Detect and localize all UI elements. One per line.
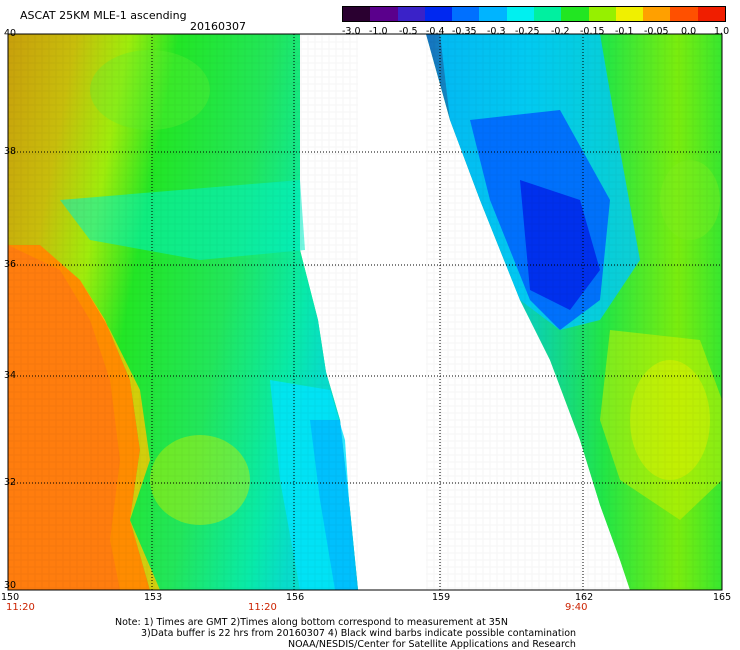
lon-label: 162	[575, 592, 594, 603]
colorbar-tick-label: -0.1	[615, 26, 634, 37]
product-date: 20160307	[190, 20, 246, 33]
lat-label: 36	[4, 259, 17, 270]
lat-label: 38	[4, 146, 17, 157]
pass-time: 9:40	[565, 602, 588, 613]
colorbar-tick-label: -0.2	[551, 26, 570, 37]
colorbar-swatch	[506, 7, 534, 21]
lon-label: 156	[286, 592, 305, 603]
note-line-2: 3)Data buffer is 22 hrs from 20160307 4)…	[141, 628, 577, 639]
colorbar-tick-label: 1.0	[714, 26, 730, 37]
colorbar-swatch	[452, 7, 480, 21]
colorbar-tick-label: -0.15	[580, 26, 605, 37]
colorbar-swatch	[397, 7, 425, 21]
lat-label: 40	[4, 28, 17, 39]
colorbar-tick-label: -0.4	[426, 26, 445, 37]
note-line-1: Note: 1) Times are GMT 2)Times along bot…	[115, 617, 508, 628]
colorbar-tick-label: -3.0	[342, 26, 361, 37]
colorbar-tick-labels: -3.0 -1.0 -0.5 -0.4 -0.35 -0.3 -0.25 -0.…	[325, 26, 740, 38]
colorbar-tick-label: 0.0	[681, 26, 697, 37]
colorbar-tick-label: -0.5	[399, 26, 418, 37]
colorbar-tick-label: -0.3	[487, 26, 506, 37]
lat-label: 34	[4, 370, 17, 381]
note-line-3: NOAA/NESDIS/Center for Satellite Applica…	[288, 639, 576, 650]
east-swath	[426, 34, 722, 590]
lat-label: 30	[4, 580, 17, 591]
colorbar-tick-label: -0.35	[452, 26, 477, 37]
grid-lines	[8, 34, 722, 590]
colorbar-swatch	[615, 7, 644, 21]
colorbar-swatch	[588, 7, 616, 21]
lat-label: 32	[4, 477, 17, 488]
colorbar-swatch	[370, 7, 398, 21]
colorbar-swatch	[343, 7, 371, 21]
colorbar-swatch	[561, 7, 589, 21]
colorbar-swatch	[533, 7, 562, 21]
colorbar-swatch	[424, 7, 453, 21]
colorbar-swatch	[670, 7, 698, 21]
colorbar-swatch	[479, 7, 507, 21]
pass-time: 11:20	[6, 602, 35, 613]
colorbar-swatch	[697, 7, 725, 21]
colorbar-tick-label: -1.0	[369, 26, 388, 37]
colorbar-tick-label: -0.25	[515, 26, 540, 37]
map-frame	[7, 33, 723, 591]
lon-label: 165	[713, 592, 732, 603]
lon-label: 153	[144, 592, 163, 603]
pass-time: 11:20	[248, 602, 277, 613]
colorbar	[342, 6, 726, 22]
product-title: ASCAT 25KM MLE-1 ascending	[20, 9, 187, 22]
lon-label: 159	[432, 592, 451, 603]
colorbar-tick-label: -0.05	[644, 26, 669, 37]
lon-label: 150	[1, 592, 20, 603]
colorbar-swatch	[643, 7, 671, 21]
west-swath	[8, 34, 358, 590]
